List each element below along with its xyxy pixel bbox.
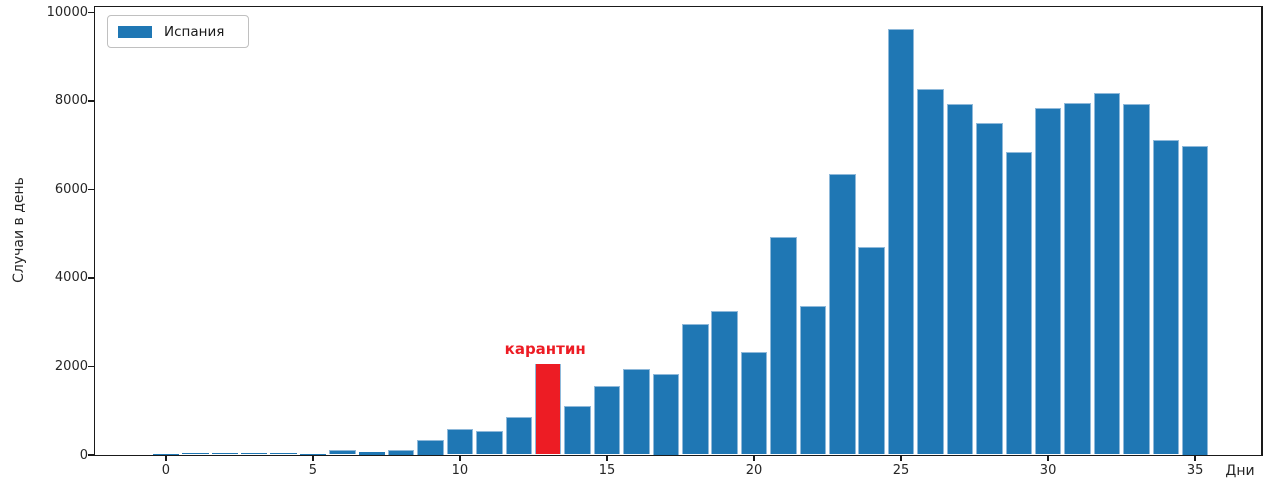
spine-top — [94, 5, 1262, 7]
bar-day-32 — [1093, 93, 1121, 455]
bar-day-12 — [505, 417, 532, 455]
bar-day-8 — [387, 449, 415, 455]
bar-day-10 — [446, 429, 474, 455]
bar-day-31 — [1064, 102, 1091, 455]
bar-day-20 — [740, 352, 768, 455]
y-tick-mark — [88, 188, 94, 191]
x-tick-mark — [1194, 456, 1196, 461]
bar-day-2 — [211, 453, 238, 455]
bar-day-3 — [240, 453, 268, 455]
y-tick-mark — [88, 11, 94, 14]
y-tick-mark — [88, 277, 94, 279]
x-tick-mark — [312, 456, 314, 461]
quarantine-annotation: карантин — [504, 340, 586, 359]
x-tick-mark — [753, 456, 755, 461]
bar-day-5 — [299, 453, 327, 455]
bar-quarantine-highlight — [536, 364, 560, 455]
bar-day-23 — [829, 173, 856, 455]
bar-day-29 — [1005, 151, 1032, 455]
y-tick-mark — [88, 365, 94, 368]
bar-day-25 — [887, 29, 915, 455]
x-tick-label: 5 — [308, 463, 318, 478]
bar-day-30 — [1034, 107, 1062, 455]
x-tick-mark — [900, 456, 902, 461]
y-tick-label: 10000 — [46, 4, 88, 20]
bar-day-14 — [564, 406, 591, 455]
x-tick-label: 0 — [161, 463, 170, 478]
x-tick-label: 35 — [1186, 463, 1204, 478]
legend-series-label: Испания — [164, 23, 225, 40]
bar-day-15 — [593, 386, 621, 455]
x-tick-label: 20 — [745, 463, 763, 478]
legend-color-swatch — [118, 25, 152, 38]
bar-day-16 — [623, 369, 650, 455]
spine-bottom — [94, 454, 1262, 457]
bar-day-22 — [799, 306, 827, 455]
bar-day-0 — [152, 453, 180, 455]
y-tick-label: 0 — [79, 447, 88, 463]
x-tick-mark — [1047, 456, 1049, 461]
bar-day-7 — [358, 451, 385, 455]
y-tick-label: 6000 — [54, 181, 88, 197]
bar-day-6 — [329, 449, 356, 455]
bar-day-34 — [1152, 140, 1179, 455]
bar-day-35 — [1181, 146, 1209, 455]
bar-day-27 — [946, 104, 974, 455]
bar-day-11 — [476, 431, 503, 455]
bar-day-33 — [1123, 103, 1150, 455]
y-tick-mark — [88, 100, 94, 102]
y-tick-mark — [88, 454, 94, 456]
y-tick-label: 4000 — [54, 270, 88, 286]
x-tick-mark — [606, 456, 608, 461]
bar-day-9 — [417, 439, 444, 455]
spine-right — [1261, 5, 1263, 456]
bar-day-4 — [270, 453, 297, 455]
bar-day-19 — [711, 311, 738, 455]
legend: Испания — [107, 15, 249, 48]
x-tick-label: 15 — [598, 463, 616, 478]
bar-day-24 — [858, 246, 885, 455]
y-tick-label: 8000 — [54, 93, 88, 109]
y-tick-label: 2000 — [54, 358, 88, 374]
x-tick-label: 30 — [1039, 463, 1057, 478]
bar-day-1 — [182, 453, 209, 455]
bar-day-17 — [652, 373, 680, 455]
bar-day-28 — [976, 123, 1003, 455]
x-tick-label: 10 — [451, 463, 469, 478]
x-axis-title: Дни — [1225, 463, 1255, 479]
x-tick-label: 25 — [892, 463, 910, 478]
x-tick-mark — [459, 456, 461, 461]
bar-day-18 — [682, 324, 709, 455]
x-tick-mark — [165, 456, 167, 461]
bar-day-26 — [917, 88, 944, 455]
bar-day-21 — [770, 237, 797, 455]
spine-left — [93, 5, 95, 456]
